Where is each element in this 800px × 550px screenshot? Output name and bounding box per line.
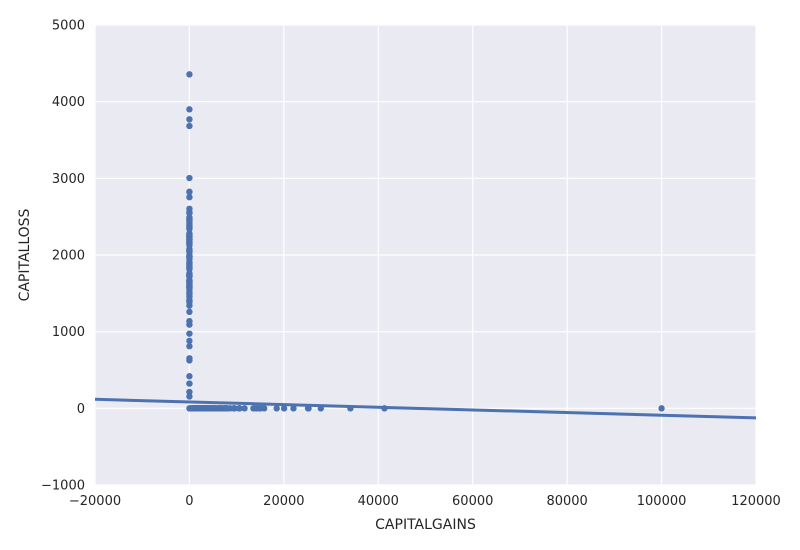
data-point <box>186 188 193 196</box>
x-tick-label: −20000 <box>69 494 121 509</box>
data-point <box>186 302 193 309</box>
data-point <box>186 71 193 78</box>
data-point <box>186 122 193 130</box>
data-point <box>658 405 665 412</box>
data-point <box>186 373 193 380</box>
data-point <box>186 116 193 123</box>
x-tick-label: 120000 <box>731 494 781 509</box>
data-point <box>186 337 193 345</box>
data-point <box>241 405 248 412</box>
y-tick-labels: −1000 0 1000 2000 3000 4000 5000 <box>41 19 85 494</box>
x-tick-labels: −20000 0 20000 40000 60000 80000 100000 120000 <box>69 494 781 509</box>
data-point <box>231 405 238 412</box>
data-point <box>186 321 193 328</box>
data-point <box>236 405 243 412</box>
y-tick-label: −1000 <box>41 479 85 494</box>
x-tick-label: 80000 <box>546 494 587 509</box>
x-tick-label: 0 <box>185 494 193 509</box>
y-tick-label: 5000 <box>52 19 85 34</box>
data-point <box>186 193 193 201</box>
data-point <box>186 174 193 182</box>
data-point <box>186 393 193 400</box>
data-point <box>186 209 193 217</box>
data-point <box>273 405 280 412</box>
y-tick-label: 0 <box>77 402 85 417</box>
data-point <box>290 405 297 412</box>
data-point <box>186 388 193 396</box>
data-point <box>186 106 193 113</box>
x-tick-label: 100000 <box>637 494 687 509</box>
data-point <box>186 380 193 387</box>
y-tick-label: 1000 <box>52 325 85 340</box>
data-point <box>186 357 193 364</box>
y-tick-label: 4000 <box>52 95 85 110</box>
scatter-points <box>186 71 665 412</box>
y-tick-label: 2000 <box>52 249 85 264</box>
regression-lines <box>94 397 757 420</box>
data-point <box>186 308 193 316</box>
regression-line <box>94 397 757 420</box>
data-point <box>260 405 268 412</box>
x-tick-label: 40000 <box>358 494 399 509</box>
x-axis-label: CAPITALGAINS <box>375 517 476 533</box>
x-tick-label: 20000 <box>263 494 304 509</box>
data-point <box>186 343 193 350</box>
y-tick-label: 3000 <box>52 172 85 187</box>
data-point <box>280 405 288 412</box>
data-point <box>186 330 193 337</box>
y-axis-label: CAPITALLOSS <box>17 208 33 301</box>
x-tick-label: 60000 <box>452 494 493 509</box>
